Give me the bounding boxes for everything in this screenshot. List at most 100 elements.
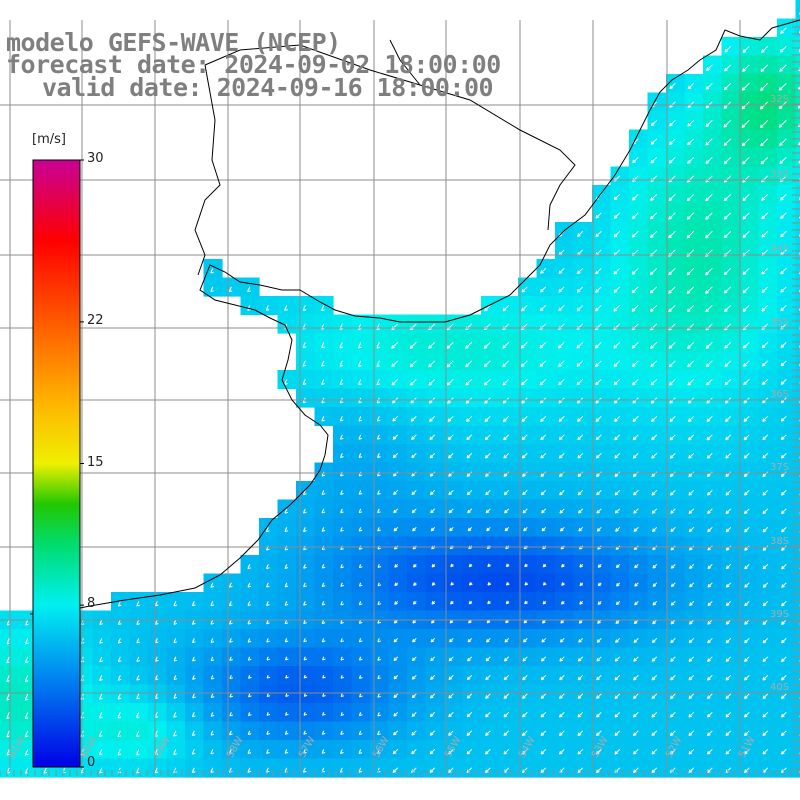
wind-arrow [466, 674, 473, 681]
wind-arrow [780, 341, 787, 349]
wind-arrow [154, 656, 159, 662]
wind-speed-cell [703, 721, 723, 741]
wind-arrow [780, 693, 787, 700]
wind-speed-cell [407, 629, 427, 649]
wind-speed-cell [721, 388, 741, 408]
wind-arrow [725, 674, 732, 681]
wind-arrow [466, 730, 473, 736]
wind-arrow [24, 712, 29, 720]
wind-arrow [521, 452, 528, 459]
wind-speed-cell [462, 407, 482, 427]
wind-speed-cell [444, 388, 464, 408]
wind-arrow [503, 434, 510, 441]
wind-arrow [446, 378, 454, 386]
wind-speed-cell [555, 259, 575, 279]
wind-speed-cell [388, 555, 408, 575]
wind-arrow [430, 508, 436, 514]
wind-speed-cell [499, 573, 519, 593]
wind-speed-cell [481, 666, 501, 686]
wind-arrow [303, 601, 307, 606]
wind-arrow [448, 674, 454, 681]
wind-arrow [521, 378, 528, 386]
wind-arrow [358, 638, 363, 643]
wind-speed-cell [555, 703, 575, 723]
wind-speed-cell [462, 573, 482, 593]
wind-speed-cell [573, 296, 593, 316]
wind-speed-cell [629, 555, 649, 575]
wind-speed-cell [555, 555, 575, 575]
wind-speed-cell [795, 481, 800, 501]
wind-arrow [359, 693, 363, 698]
wind-speed-cell [647, 703, 667, 723]
wind-speed-cell [388, 407, 408, 427]
wind-speed-cell [666, 758, 686, 778]
wind-speed-cell [536, 684, 556, 704]
wind-speed-cell [721, 703, 741, 723]
wind-arrow [780, 434, 787, 441]
wind-arrow [705, 360, 713, 368]
wind-arrow [780, 230, 787, 238]
wind-arrow [688, 656, 695, 662]
wind-arrow [615, 637, 621, 643]
wind-arrow [284, 638, 289, 643]
wind-arrow [524, 581, 529, 586]
wind-arrow [340, 675, 345, 679]
wind-speed-cell [518, 481, 538, 501]
wind-arrow [576, 304, 584, 312]
wind-arrow [761, 378, 769, 386]
border-line [389, 39, 421, 86]
wind-arrow [725, 452, 732, 459]
wind-speed-cell [666, 425, 686, 445]
wind-arrow [742, 156, 750, 165]
wind-speed-cell [481, 314, 501, 334]
wind-arrow [743, 748, 750, 755]
wind-arrow [377, 712, 381, 717]
wind-speed-cell [407, 573, 427, 593]
wind-arrow [668, 286, 676, 294]
wind-arrow [688, 452, 695, 459]
wind-speed-cell [462, 314, 482, 334]
wind-speed-cell [721, 444, 741, 464]
wind-speed-cell [758, 647, 778, 667]
wind-arrow [539, 286, 547, 293]
wind-arrow [706, 64, 713, 71]
wind-arrow [688, 489, 695, 496]
wind-arrow [376, 416, 381, 422]
wind-arrow [633, 526, 639, 532]
wind-arrow [266, 656, 271, 661]
wind-speed-cell [610, 536, 630, 556]
wind-arrow [412, 600, 417, 605]
wind-speed-cell [407, 333, 427, 353]
wind-speed-cell [536, 370, 556, 390]
wind-arrow [558, 267, 565, 274]
wind-speed-cell [666, 111, 686, 131]
wind-speed-cell [388, 462, 408, 482]
wind-speed-cell [444, 351, 464, 371]
wind-arrow [394, 582, 399, 587]
wind-speed-cell [555, 388, 575, 408]
wind-speed-cell [777, 573, 797, 593]
wind-arrow [762, 730, 769, 737]
wind-speed-cell [388, 370, 408, 390]
wind-speed-cell [684, 555, 704, 575]
wind-speed-cell [684, 721, 704, 741]
wind-speed-cell [388, 425, 408, 445]
wind-arrow [210, 712, 215, 717]
wind-arrow [669, 748, 676, 755]
wind-speed-cell [610, 407, 630, 427]
wind-arrow [725, 582, 732, 588]
wind-speed-cell [425, 351, 445, 371]
wind-arrow [358, 767, 363, 773]
wind-speed-cell [518, 573, 538, 593]
wind-speed-cell [721, 573, 741, 593]
wind-arrow [303, 582, 307, 588]
wind-arrow [577, 508, 584, 514]
wind-arrow [229, 619, 233, 625]
wind-speed-cell [610, 740, 630, 760]
wind-speed-cell [499, 388, 519, 408]
wind-arrow [742, 267, 750, 275]
wind-arrow [779, 138, 787, 146]
wind-arrow [284, 508, 289, 514]
wind-speed-cell [684, 351, 704, 371]
wind-arrow [393, 637, 399, 643]
